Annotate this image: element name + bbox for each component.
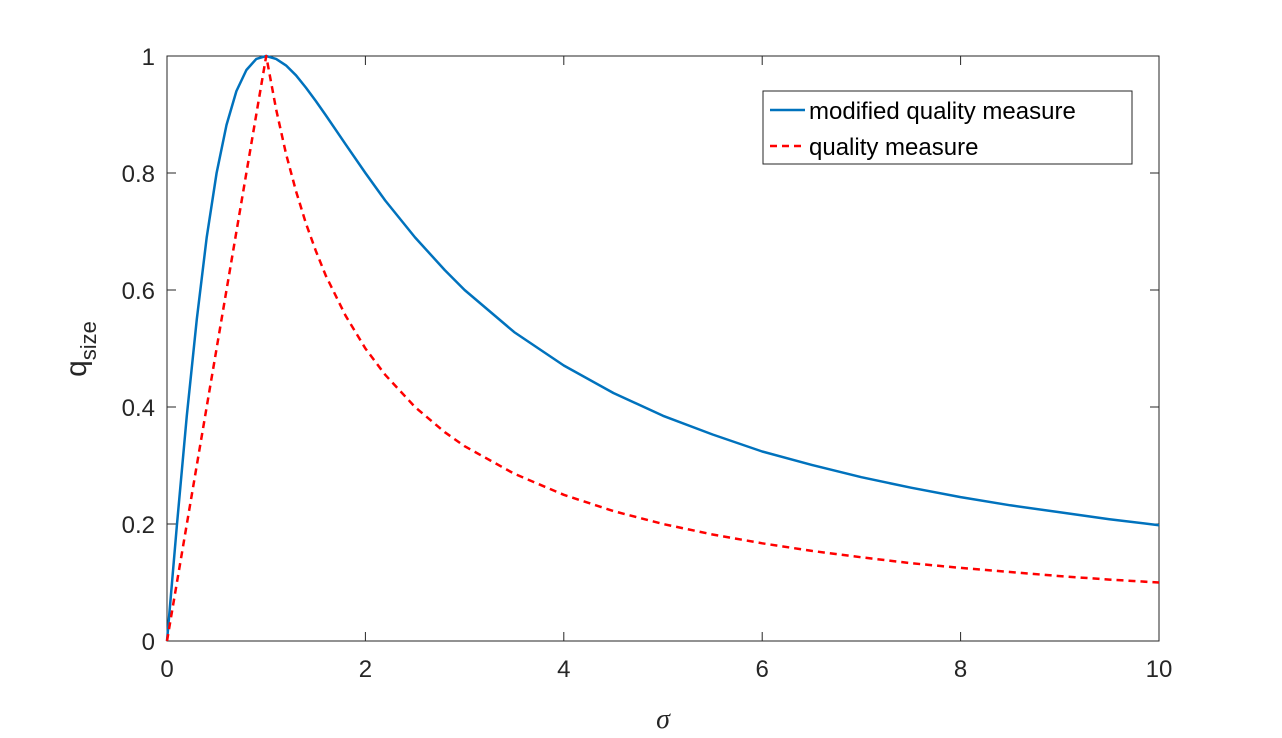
- x-tick-label: 2: [359, 656, 372, 683]
- legend: modified quality measure quality measure: [762, 90, 1133, 165]
- x-tick-label: 4: [557, 656, 570, 683]
- x-axis: 0 2 4 6 8 10: [160, 56, 1172, 683]
- series-line-quality-measure: [165, 54, 1160, 642]
- y-tick-label: 0.8: [122, 161, 155, 188]
- legend-label-quality-measure: quality measure: [809, 134, 978, 161]
- y-tick-label: 1: [142, 44, 155, 71]
- x-tick-label: 10: [1146, 656, 1173, 683]
- legend-label-modified-quality-measure: modified quality measure: [809, 98, 1076, 125]
- x-axis-label: σ: [656, 704, 671, 735]
- y-tick-label: 0.6: [122, 278, 155, 305]
- y-tick-label: 0.4: [122, 395, 155, 422]
- y-axis-label-subscript: size: [76, 321, 101, 360]
- legend-box: [762, 90, 1133, 165]
- x-tick-label: 8: [954, 656, 967, 683]
- plot-area: [166, 55, 1160, 642]
- y-tick-label: 0: [142, 629, 155, 656]
- plot-frame: [166, 55, 1160, 642]
- x-tick-label: 0: [160, 656, 173, 683]
- y-tick-label: 0.2: [122, 512, 155, 539]
- series-layer: [165, 54, 1160, 642]
- y-axis-label-main: q: [60, 360, 93, 377]
- x-tick-label: 6: [756, 656, 769, 683]
- y-axis-label: qsize: [60, 321, 101, 377]
- series-line-modified-quality-measure: [165, 54, 1160, 642]
- y-axis: 0 0.2 0.4 0.6 0.8 1: [122, 44, 1159, 656]
